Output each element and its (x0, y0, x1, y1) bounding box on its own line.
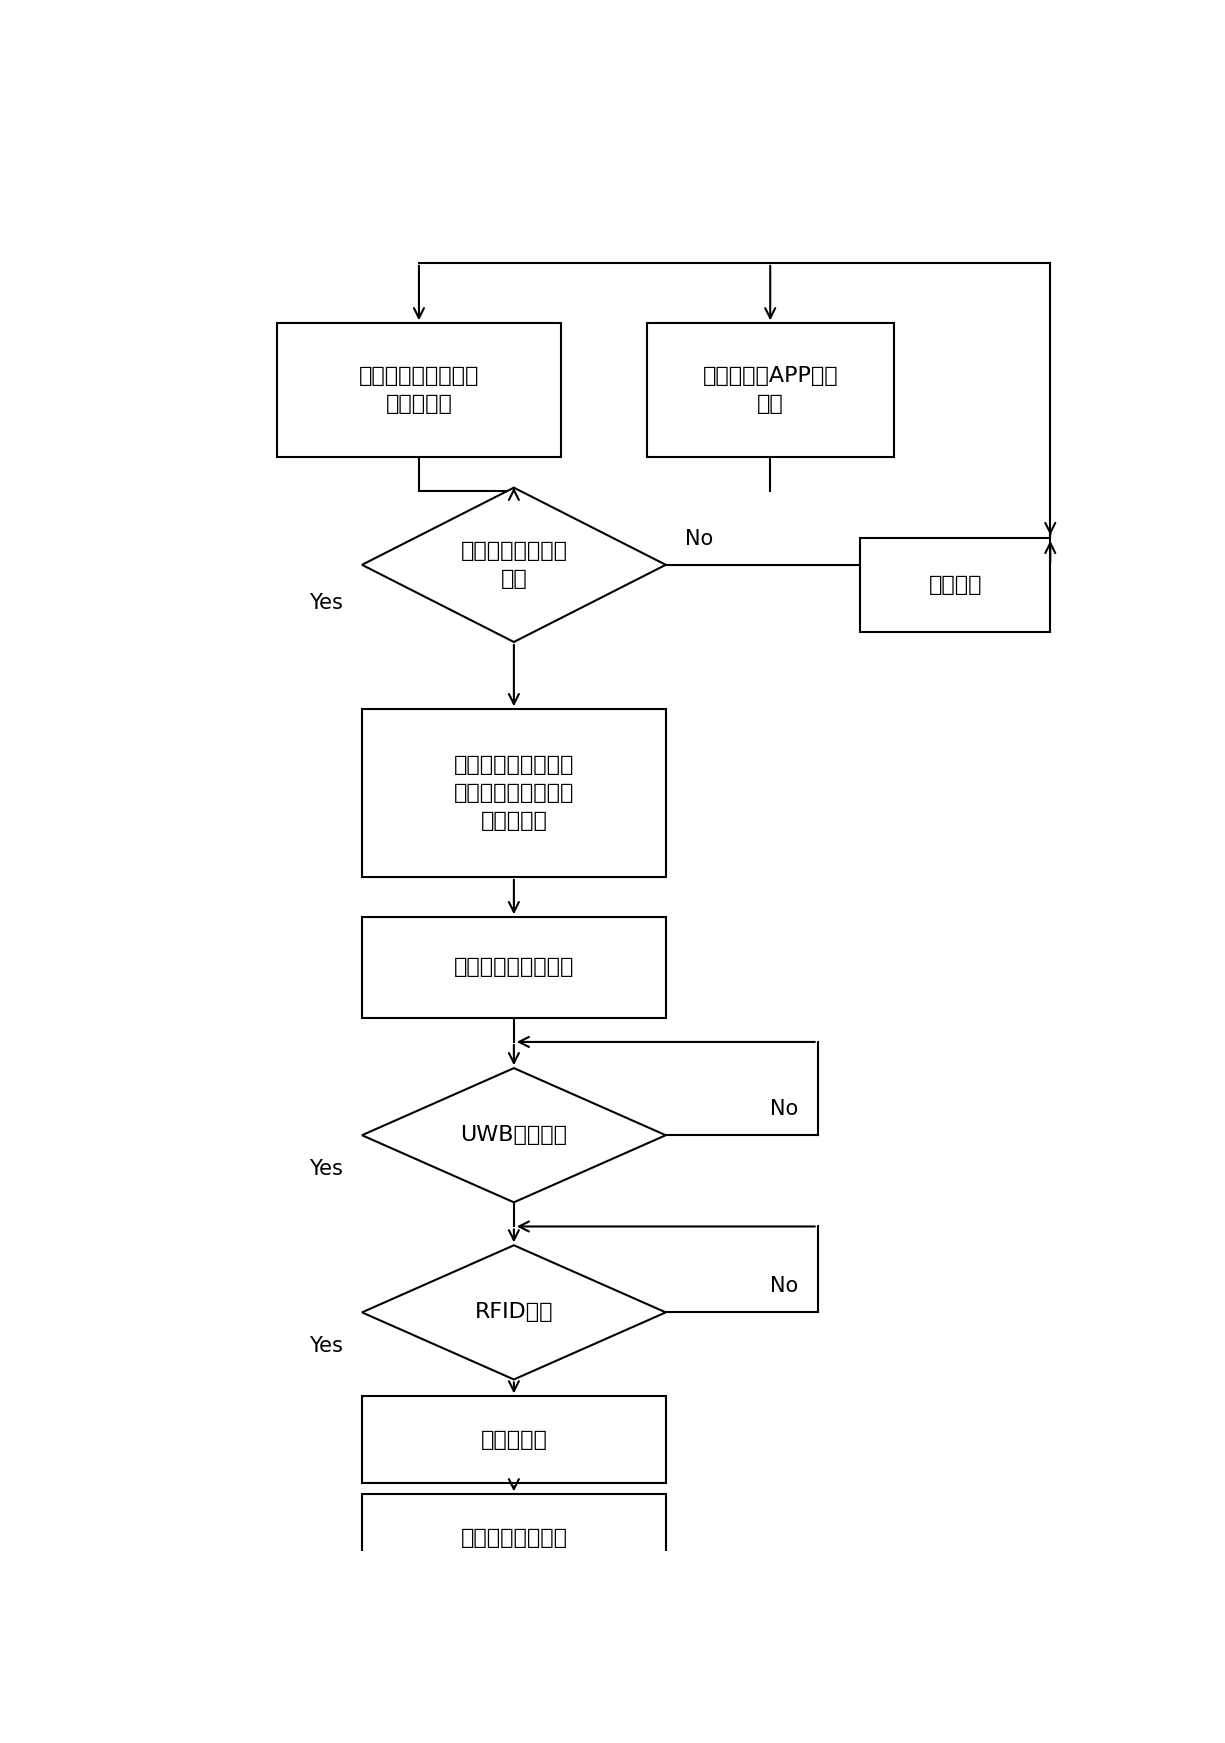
Bar (363, 917, 666, 1018)
Text: RFID验证: RFID验证 (474, 1302, 554, 1323)
Text: Yes: Yes (309, 593, 343, 614)
Text: No: No (685, 528, 713, 549)
Polygon shape (363, 1245, 666, 1379)
Bar (363, 1494, 666, 1581)
Bar (363, 1396, 666, 1483)
Bar (363, 709, 666, 877)
Text: 提示无书: 提示无书 (929, 575, 982, 594)
Text: 系统由图书所在位置
及其他机器人作业情
况规划路径: 系统由图书所在位置 及其他机器人作业情 况规划路径 (453, 755, 575, 831)
Bar (277, 322, 561, 457)
Text: UWB定位验证: UWB定位验证 (461, 1126, 567, 1145)
Text: 用户在手机APP选择
借书: 用户在手机APP选择 借书 (702, 366, 838, 415)
Text: Yes: Yes (309, 1159, 343, 1178)
Text: 机械臂取书: 机械臂取书 (480, 1429, 548, 1450)
Text: No: No (771, 1100, 799, 1119)
Polygon shape (363, 488, 666, 641)
Text: 用户在图书馆前台自
助机器借书: 用户在图书馆前台自 助机器借书 (359, 366, 479, 415)
Text: No: No (771, 1276, 799, 1297)
Text: 数据库判断是否有
库存: 数据库判断是否有 库存 (461, 540, 567, 589)
Bar (860, 539, 1050, 633)
Polygon shape (363, 1068, 666, 1203)
Text: Yes: Yes (309, 1335, 343, 1356)
Text: 将书送至指定位置: 将书送至指定位置 (461, 1529, 567, 1548)
Text: 机器人移至指定位置: 机器人移至指定位置 (453, 957, 575, 978)
Bar (647, 322, 893, 457)
